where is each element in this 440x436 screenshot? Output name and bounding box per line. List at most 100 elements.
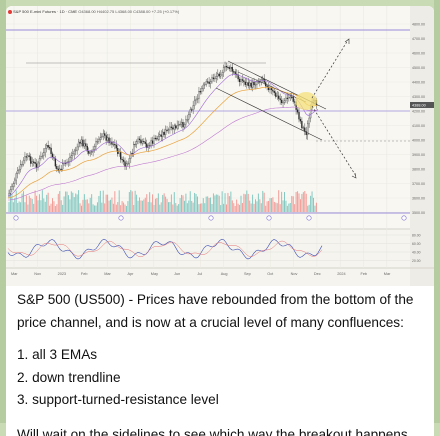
- candle-body: [48, 145, 49, 147]
- time-tick-label: Aug: [221, 272, 228, 276]
- candle-body: [42, 156, 43, 157]
- volume-bar: [185, 194, 186, 212]
- candle-body: [119, 152, 120, 154]
- volume-bar: [55, 206, 56, 212]
- candle-body: [10, 190, 11, 194]
- caption-item-3: 3. support-turned-resistance level: [17, 389, 427, 412]
- volume-bar: [36, 196, 37, 212]
- candle-body: [204, 84, 205, 85]
- candle-body: [22, 164, 23, 165]
- candle-body: [299, 112, 300, 119]
- candle-body: [258, 82, 259, 83]
- event-marker-icon: [209, 216, 213, 220]
- candle-body: [164, 132, 165, 135]
- volume-bar: [213, 193, 214, 212]
- volume-bar: [52, 198, 53, 212]
- candle-body: [26, 157, 27, 158]
- volume-bar: [40, 200, 41, 212]
- volume-bar: [46, 195, 47, 212]
- candle-body: [212, 78, 213, 82]
- candle-body: [145, 142, 146, 144]
- candle-body: [178, 125, 179, 126]
- volume-bar: [225, 193, 226, 212]
- volume-bar: [233, 203, 234, 212]
- osc-tick-label: 80.00: [412, 234, 421, 238]
- volume-bar: [293, 196, 294, 212]
- volume-bar: [241, 196, 242, 212]
- volume-bar: [191, 201, 192, 212]
- candle-body: [188, 114, 189, 119]
- candle-body: [126, 164, 127, 167]
- candle-body: [104, 134, 105, 136]
- candle-body: [55, 158, 56, 166]
- price-tick-label: 4600.00: [412, 52, 425, 56]
- chart-header-title: S&P 500 E-mini Futures · 1D · CME: [13, 9, 77, 14]
- volume-bar: [145, 198, 146, 212]
- osc-tick-label: 40.00: [412, 251, 421, 255]
- volume-bar: [156, 198, 157, 212]
- price-tick-label: 3500.00: [412, 211, 425, 215]
- candle-body: [245, 82, 246, 85]
- volume-bar: [246, 191, 247, 212]
- candle-body: [213, 78, 214, 79]
- candle-body: [287, 98, 288, 99]
- volume-bar: [284, 192, 285, 212]
- volume-bar: [313, 198, 314, 212]
- candle-body: [39, 159, 40, 163]
- volume-bar: [69, 199, 70, 212]
- volume-bar: [261, 203, 262, 212]
- volume-bar: [162, 195, 163, 212]
- candle-body: [233, 71, 234, 72]
- volume-bar: [309, 205, 310, 212]
- volume-bar: [51, 204, 52, 212]
- volume-bar: [297, 191, 298, 212]
- candle-body: [197, 98, 198, 99]
- candle-body: [169, 127, 170, 130]
- candle-body: [43, 153, 44, 156]
- candle-body: [227, 67, 228, 68]
- price-tick-label: 4200.00: [412, 110, 425, 114]
- volume-bar: [238, 204, 239, 212]
- candle-body: [226, 66, 227, 67]
- candle-body: [167, 130, 168, 131]
- volume-bar: [258, 194, 259, 212]
- candle-body: [123, 160, 124, 162]
- volume-bar: [275, 203, 276, 212]
- candle-body: [75, 150, 76, 151]
- volume-bar: [33, 204, 34, 212]
- candle-body: [46, 145, 47, 148]
- candle-body: [155, 138, 156, 139]
- volume-bar: [197, 196, 198, 212]
- volume-bar: [245, 194, 246, 212]
- candle-body: [184, 124, 185, 127]
- price-tick-label: 4400.00: [412, 81, 425, 85]
- candle-body: [239, 79, 240, 82]
- volume-bar: [56, 204, 57, 212]
- candle-body: [71, 156, 72, 158]
- volume-bar: [20, 202, 21, 212]
- candle-body: [190, 110, 191, 115]
- volume-bar: [49, 206, 50, 212]
- volume-bar: [93, 204, 94, 212]
- confluence-highlight: [295, 92, 317, 110]
- candle-body: [32, 162, 33, 164]
- time-tick-label: Mar: [384, 272, 391, 276]
- candle-body: [36, 164, 37, 168]
- candle-body: [242, 80, 243, 81]
- candle-body: [162, 132, 163, 137]
- volume-bar: [23, 191, 24, 212]
- time-tick-label: 2024: [337, 272, 345, 276]
- volume-bar: [120, 205, 121, 212]
- volume-bar: [143, 199, 144, 212]
- candle-body: [256, 82, 257, 85]
- volume-bar: [81, 206, 82, 212]
- volume-bar: [107, 195, 108, 212]
- volume-bar: [11, 193, 12, 212]
- candle-body: [133, 144, 134, 153]
- volume-bar: [113, 204, 114, 212]
- candle-body: [159, 135, 160, 136]
- price-tick-label: 3600.00: [412, 197, 425, 201]
- volume-bar: [78, 190, 79, 212]
